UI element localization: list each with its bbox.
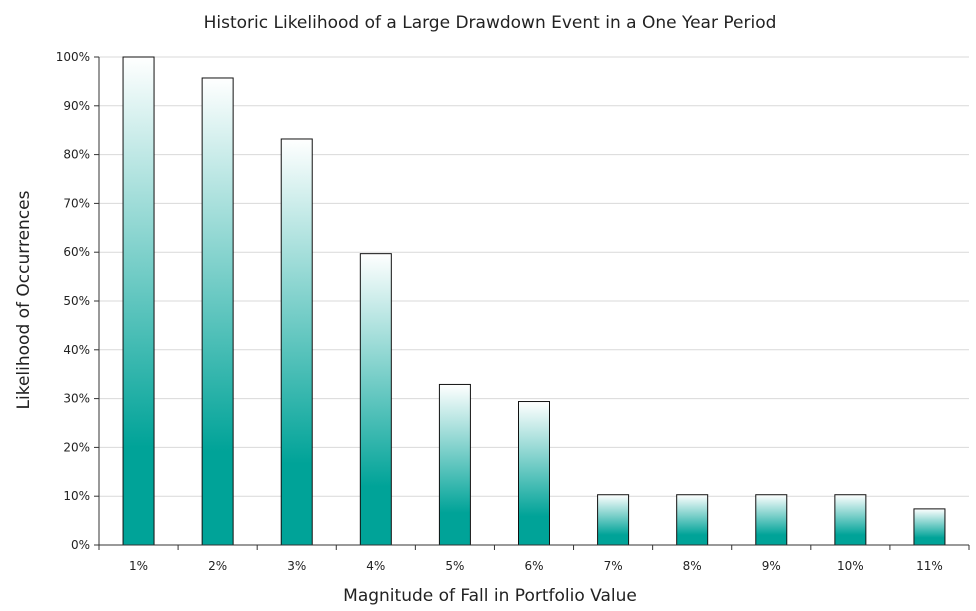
bar [597, 494, 630, 546]
x-tick-label: 1% [129, 559, 148, 573]
x-tick-label: 4% [366, 559, 385, 573]
y-tick-label: 0% [71, 538, 90, 552]
bar [359, 253, 392, 546]
x-tick-label: 10% [837, 559, 864, 573]
x-axis-title: Magnitude of Fall in Portfolio Value [343, 586, 637, 606]
bar [755, 494, 788, 546]
y-tick-label: 90% [63, 99, 90, 113]
x-tick-labels: 1% 2% 3% 4% 5% 6% 7% 8% 9% 10% 11% [129, 559, 943, 573]
x-tick-label: 8% [683, 559, 702, 573]
y-tick-label: 20% [63, 440, 90, 454]
y-tick-label: 70% [63, 196, 90, 210]
x-tick-label: 6% [524, 559, 543, 573]
bar [122, 56, 155, 546]
y-tick-label: 40% [63, 343, 90, 357]
y-tick-label: 30% [63, 392, 90, 406]
x-tick-label: 5% [445, 559, 464, 573]
bar [676, 494, 709, 546]
y-tick-label: 50% [63, 294, 90, 308]
bar [280, 138, 313, 546]
x-tick-label: 11% [916, 559, 943, 573]
bar [201, 77, 234, 546]
x-tick-label: 2% [208, 559, 227, 573]
y-tick-label: 100% [56, 50, 90, 64]
gridlines [99, 56, 969, 497]
y-tick-label: 60% [63, 245, 90, 259]
x-tick-label: 9% [762, 559, 781, 573]
y-tick-label: 80% [63, 148, 90, 162]
x-tick-label: 3% [287, 559, 306, 573]
axes [94, 56, 970, 550]
y-tick-label: 10% [63, 489, 90, 503]
y-axis-title: Likelihood of Occurrences [14, 190, 34, 409]
bar [913, 508, 946, 546]
x-tick-label: 7% [604, 559, 623, 573]
y-tick-labels: 0% 10% 20% 30% 40% 50% 60% 70% 80% 90% 100% [56, 50, 90, 552]
bar [438, 383, 471, 546]
bar [834, 494, 867, 546]
chart-title: Historic Likelihood of a Large Drawdown … [204, 13, 777, 33]
bar [518, 401, 550, 546]
